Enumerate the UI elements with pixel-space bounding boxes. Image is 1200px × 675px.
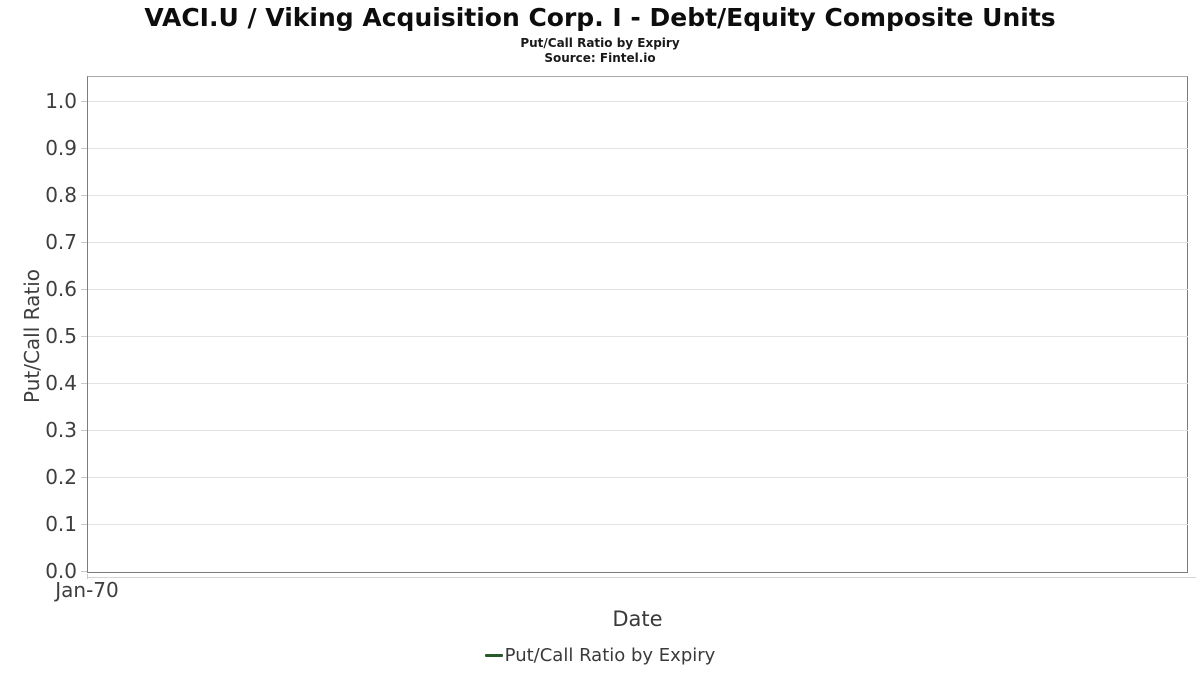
- gridline: [88, 148, 1188, 149]
- chart-title: VACI.U / Viking Acquisition Corp. I - De…: [144, 3, 1056, 32]
- gridline: [88, 383, 1188, 384]
- y-tick-label: 1.0: [45, 89, 77, 113]
- plot-area: [87, 76, 1188, 573]
- x-axis-line: [87, 577, 1196, 578]
- y-tick-mark: [81, 336, 87, 337]
- gridline: [88, 289, 1188, 290]
- y-tick-mark: [81, 430, 87, 431]
- y-tick-label: 0.9: [45, 136, 77, 160]
- y-tick-mark: [81, 195, 87, 196]
- chart-subtitle: Put/Call Ratio by Expiry: [520, 36, 680, 50]
- y-tick-label: 0.3: [45, 418, 77, 442]
- gridline: [88, 101, 1188, 102]
- chart-source: Source: Fintel.io: [544, 51, 656, 65]
- y-tick-label: 0.0: [45, 559, 77, 583]
- y-tick-mark: [81, 101, 87, 102]
- y-tick-label: 0.5: [45, 324, 77, 348]
- x-tick-mark: [87, 574, 88, 579]
- y-tick-mark: [81, 571, 87, 572]
- y-tick-mark: [81, 289, 87, 290]
- legend-line-icon: [484, 654, 503, 657]
- y-tick-mark: [81, 242, 87, 243]
- gridline: [88, 524, 1188, 525]
- gridline: [88, 430, 1188, 431]
- y-tick-label: 0.6: [45, 277, 77, 301]
- legend-label: Put/Call Ratio by Expiry: [504, 645, 716, 666]
- gridline: [88, 242, 1188, 243]
- y-tick-label: 0.7: [45, 230, 77, 254]
- y-tick-mark: [81, 148, 87, 149]
- y-tick-mark: [81, 524, 87, 525]
- y-tick-mark: [81, 477, 87, 478]
- y-tick-label: 0.4: [45, 371, 77, 395]
- gridline: [88, 477, 1188, 478]
- y-tick-mark: [81, 383, 87, 384]
- x-axis-title: Date: [612, 607, 663, 631]
- x-tick-label: Jan-70: [55, 578, 119, 602]
- y-tick-label: 0.2: [45, 465, 77, 489]
- y-tick-label: 0.1: [45, 512, 77, 536]
- gridline: [88, 336, 1188, 337]
- gridline: [88, 195, 1188, 196]
- y-tick-label: 0.8: [45, 183, 77, 207]
- legend-item[interactable]: Put/Call Ratio by Expiry: [0, 645, 1200, 666]
